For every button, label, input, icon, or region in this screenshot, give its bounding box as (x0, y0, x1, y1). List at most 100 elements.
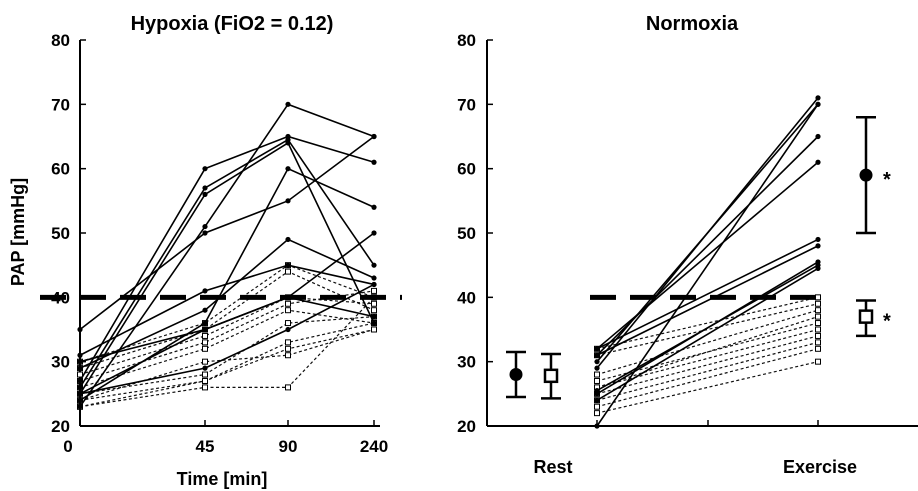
solid-series-point (594, 423, 600, 429)
solid-series-line (596, 161, 819, 350)
dashed-series-line (79, 296, 375, 408)
dashed-series-point (815, 345, 821, 352)
mean-square-marker: * (856, 299, 891, 338)
dashed-series-point (285, 384, 291, 391)
solid-series-point (202, 307, 208, 313)
category-label: Exercise (783, 457, 857, 477)
dashed-series-point (371, 300, 377, 307)
y-axis-label: PAP [mmHg] (8, 178, 28, 286)
solid-series-point (594, 359, 600, 365)
dashed-series-point (815, 358, 821, 365)
solid-series-point (202, 365, 208, 371)
solid-series-point (285, 166, 291, 172)
dashed-series-line (596, 303, 819, 356)
solid-series-line (596, 245, 819, 356)
solid-series-point (815, 236, 821, 243)
x-axis-label: Time [min] (177, 469, 268, 489)
solid-series-point (594, 397, 600, 403)
solid-series-point (77, 359, 83, 365)
solid-series-point (815, 101, 821, 107)
normoxia-solid-series (594, 95, 821, 429)
x-tick-label: 45 (196, 437, 215, 456)
dashed-series-line (79, 328, 375, 408)
y-tick-label: 60 (51, 160, 70, 179)
solid-series-point (202, 166, 208, 172)
x-tick-label: 90 (279, 437, 298, 456)
solid-series-point (594, 388, 600, 394)
solid-series-point (815, 95, 821, 101)
significance-asterisk: * (883, 311, 891, 333)
solid-series-point (371, 262, 377, 268)
solid-series-line (596, 103, 819, 427)
solid-series-point (815, 265, 821, 271)
dashed-series-point (77, 371, 83, 378)
dashed-series-line (79, 328, 375, 401)
solid-series-point (77, 384, 83, 390)
dashed-series-point (815, 326, 821, 333)
solid-series-point (77, 404, 83, 410)
solid-series-point (815, 243, 821, 249)
solid-series-point (202, 185, 208, 191)
significance-asterisk: * (883, 169, 891, 191)
category-label: Rest (533, 457, 572, 477)
dashed-series-point (594, 410, 600, 417)
hypoxia-axes: 2030405060708004590240 (51, 31, 388, 456)
normoxia-title: Normoxia (646, 13, 739, 35)
dashed-series-point (815, 313, 821, 320)
solid-series-line (596, 267, 819, 401)
solid-series-line (79, 141, 375, 395)
solid-series-point (285, 101, 291, 107)
solid-series-point (202, 288, 208, 294)
y-tick-label: 70 (457, 95, 476, 114)
y-tick-label: 20 (51, 417, 70, 436)
dashed-series-point (285, 352, 291, 359)
normoxia-axes: 20 30 40 50 60 70 80 Rest Exercise (457, 31, 918, 477)
dashed-series-point (815, 307, 821, 314)
dashed-series-point (202, 358, 208, 365)
mean-point (543, 368, 559, 384)
dashed-series-point (285, 268, 291, 275)
solid-series-point (594, 365, 600, 371)
solid-series-point (77, 397, 83, 403)
solid-series-point (594, 352, 600, 358)
mean-point (859, 168, 873, 182)
solid-series-point (202, 320, 208, 326)
x-tick-label: 240 (360, 437, 388, 456)
solid-series-line (79, 232, 375, 395)
solid-series-line (596, 238, 819, 350)
solid-series-line (79, 283, 375, 395)
solid-series-point (202, 230, 208, 236)
solid-series-point (285, 262, 291, 268)
dashed-series-line (79, 264, 375, 363)
x-tick-label: 0 (63, 437, 72, 456)
normoxia-summary-markers: ** (506, 115, 891, 400)
hypoxia-title: Hypoxia (FiO2 = 0.12) (131, 13, 334, 35)
dashed-series-point (202, 377, 208, 384)
y-tick-label: 30 (51, 353, 70, 372)
solid-series-point (202, 191, 208, 197)
dashed-series-point (202, 339, 208, 346)
y-tick-label: 20 (457, 417, 476, 436)
dashed-series-point (285, 320, 291, 327)
solid-series-point (371, 320, 377, 326)
dashed-series-point (202, 332, 208, 339)
mean-circle-marker: * (856, 115, 891, 235)
normoxia-dashed-series (594, 294, 821, 417)
y-tick-label: 50 (51, 224, 70, 243)
dashed-series-point (285, 345, 291, 352)
solid-series-point (202, 326, 208, 333)
dashed-series-point (594, 403, 600, 410)
dashed-series-point (285, 307, 291, 314)
mean-square-marker (541, 352, 561, 400)
mean-point (858, 309, 874, 324)
dashed-series-line (596, 316, 819, 388)
dashed-series-point (815, 294, 821, 301)
y-tick-label: 60 (457, 160, 476, 179)
dashed-series-point (815, 320, 821, 327)
y-tick-label: 80 (457, 31, 476, 50)
dashed-series-line (596, 361, 819, 414)
dashed-series-point (815, 332, 821, 339)
solid-series-point (285, 133, 291, 140)
dashed-series-point (594, 377, 600, 384)
